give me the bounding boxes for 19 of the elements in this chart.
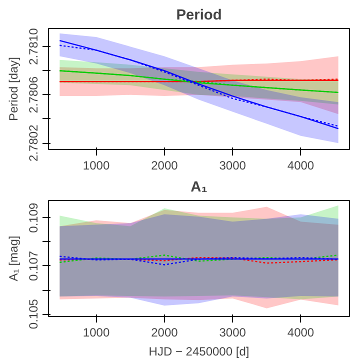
y-axis-title: Period [day]	[6, 56, 20, 122]
y-axis-title: A₁ [mag]	[6, 236, 20, 282]
x-tick-label: 4000	[287, 326, 314, 340]
chart-title: A₁	[190, 180, 208, 196]
y-tick-label: 2.7802	[26, 124, 40, 162]
x-tick-label: 2000	[151, 158, 178, 172]
x-tick-label: 1000	[82, 158, 110, 172]
x-axis-title: HJD − 2450000 [d]	[148, 344, 250, 358]
y-tick-label: 2.7810	[26, 28, 40, 65]
x-tick-label: 3000	[219, 326, 246, 340]
x-tick-label: 3000	[219, 158, 246, 172]
x-tick-label: 4000	[287, 158, 314, 172]
x-tick-label: 2000	[151, 326, 178, 340]
y-tick-label: 2.7806	[26, 76, 40, 114]
x-tick-label: 1000	[82, 326, 110, 340]
y-tick-label: 0.109	[26, 202, 40, 233]
chart-title: Period	[176, 8, 222, 24]
y-tick-label: 0.105	[26, 298, 40, 330]
y-tick-label: 0.107	[26, 250, 40, 281]
